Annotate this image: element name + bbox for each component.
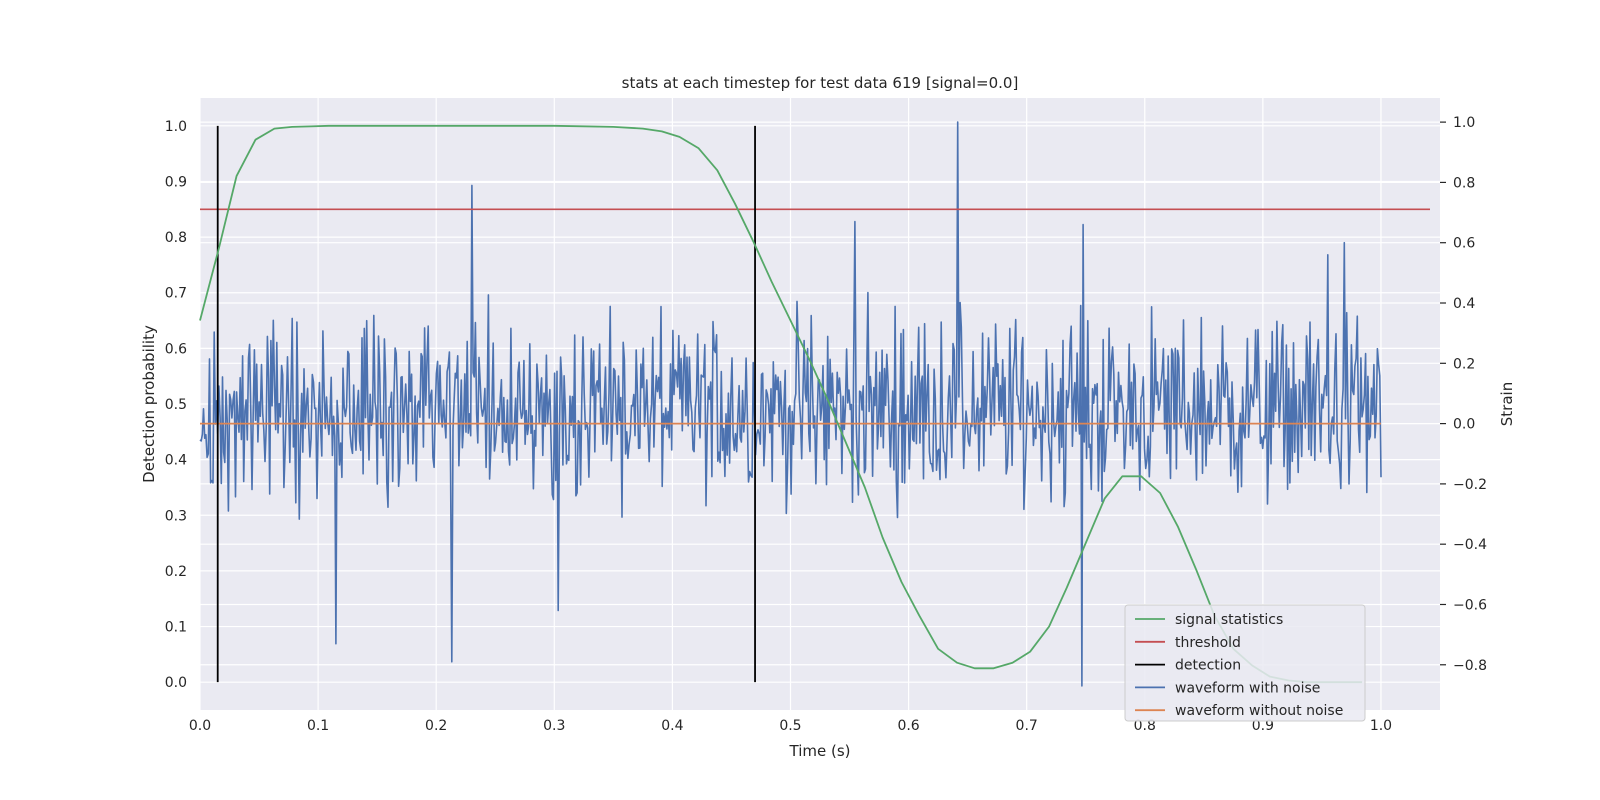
legend-label: threshold: [1175, 635, 1241, 651]
y-right-tick-label: 0.0: [1453, 417, 1475, 433]
x-tick-label: 0.5: [779, 718, 801, 734]
y-tick-label: 0.2: [165, 564, 187, 580]
y-right-tick-label: 0.8: [1453, 175, 1475, 191]
y-tick-label: 0.7: [165, 286, 187, 302]
y-right-tick-label: −0.6: [1453, 597, 1487, 613]
y-axis-title: Detection probability: [140, 325, 158, 483]
y-tick-label: 0.5: [165, 397, 187, 413]
legend-label: waveform with noise: [1175, 680, 1320, 696]
y-right-tick-label: −0.2: [1453, 477, 1487, 493]
y-right-tick-label: −0.4: [1453, 537, 1487, 553]
series: [199, 121, 1430, 687]
y-tick-label: 0.6: [165, 341, 187, 357]
x-tick-label: 1.0: [1370, 718, 1392, 734]
legend-label: signal statistics: [1175, 612, 1283, 628]
x-axis-title: Time (s): [789, 742, 851, 760]
legend-label: waveform without noise: [1175, 703, 1343, 719]
x-tick-label: 0.4: [661, 718, 683, 734]
legend-label: detection: [1175, 658, 1241, 674]
waveform-with-noise-line: [199, 121, 1382, 687]
y-right-tick-label: −0.8: [1453, 658, 1487, 674]
y-tick-label: 0.0: [165, 675, 187, 691]
y-tick-label: 0.4: [165, 453, 187, 469]
x-tick-label: 0.6: [897, 718, 919, 734]
y-right-tick-label: 0.4: [1453, 296, 1475, 312]
y-right-tick-label: 0.6: [1453, 236, 1475, 252]
x-tick-label: 0.3: [543, 718, 565, 734]
y-tick-label: 0.3: [165, 508, 187, 524]
y-tick-label: 1.0: [165, 119, 187, 135]
x-tick-label: 0.0: [189, 718, 211, 734]
x-tick-label: 0.1: [307, 718, 329, 734]
legend-box: [1124, 604, 1366, 722]
x-tick-label: 0.2: [425, 718, 447, 734]
y-tick-label: 0.1: [165, 620, 187, 636]
x-tick-label: 0.9: [1252, 718, 1274, 734]
y-axis-right-title: Strain: [1498, 382, 1516, 426]
legend: signal statistics threshold detection wavef…: [1124, 604, 1366, 722]
grid: [199, 98, 1440, 710]
y-right-tick-label: 1.0: [1453, 115, 1475, 131]
y-tick-label: 0.8: [165, 230, 187, 246]
y-tick-label: 0.9: [165, 174, 187, 190]
y-right-tick-label: 0.2: [1453, 356, 1475, 372]
tick-labels: 0.0 0.1 0.2 0.3 0.4 0.5 0.6 0.7 0.8 0.9 1.0 0.0 0.1 0…: [165, 115, 1487, 734]
chart-title: stats at each timestep for test data 619…: [622, 74, 1019, 92]
signal-statistics-line: [199, 124, 1363, 684]
x-tick-label: 0.8: [1134, 718, 1156, 734]
x-tick-label: 0.7: [1016, 718, 1038, 734]
